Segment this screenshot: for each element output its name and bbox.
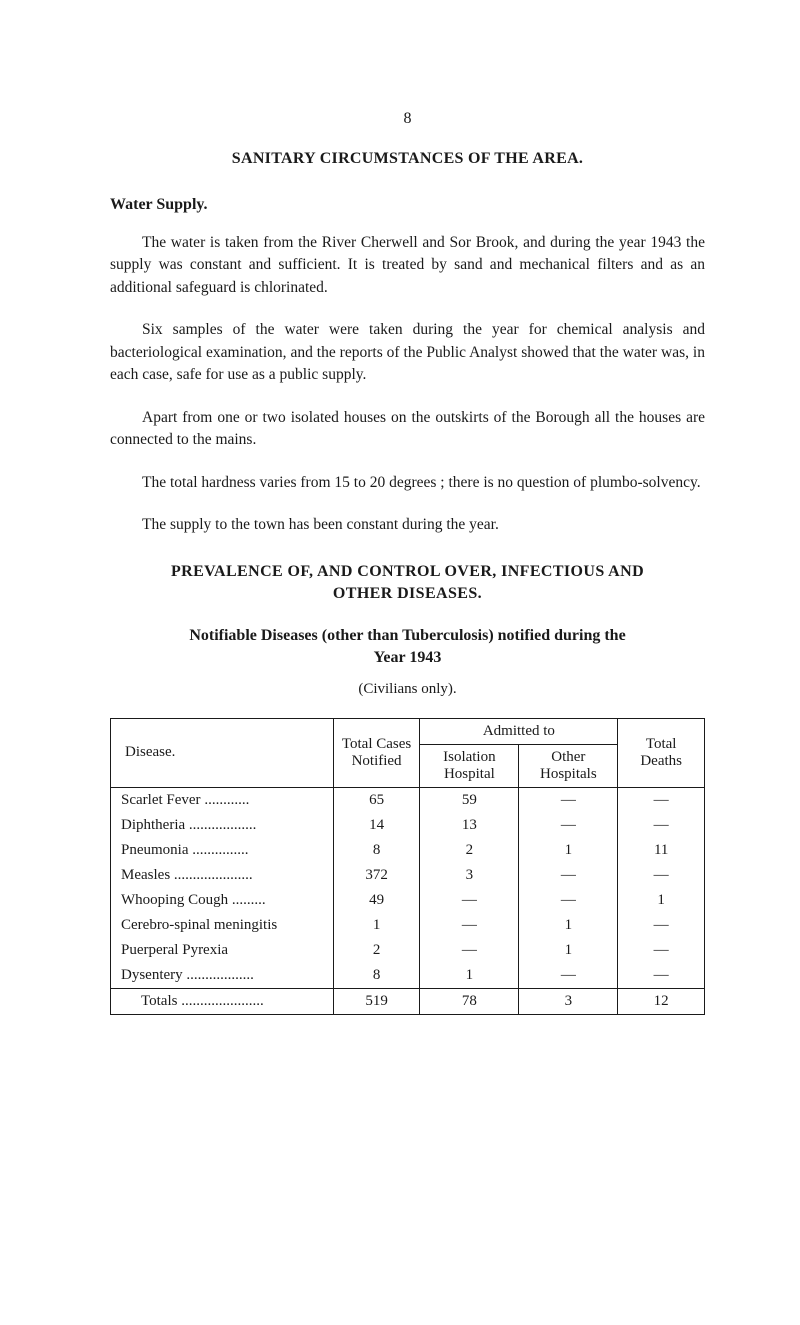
disease-table: Disease. Total Cases Notified Admitted t… xyxy=(110,718,705,1015)
cell-cases: 8 xyxy=(333,838,420,863)
th-disease: Disease. xyxy=(111,718,334,787)
cell-deaths: — xyxy=(618,963,705,989)
th-admitted: Admitted to xyxy=(420,718,618,744)
cell-deaths: 11 xyxy=(618,838,705,863)
subtitle-notifiable-1: Notifiable Diseases (other than Tubercul… xyxy=(110,627,705,645)
table-totals-row: Totals ...................... 519 78 3 1… xyxy=(111,988,705,1014)
disease-name: Dysentery xyxy=(121,967,183,983)
table-row: Scarlet Fever ............ 65 59 — — xyxy=(111,787,705,813)
title-prevalence-1: PREVALENCE OF, AND CONTROL OVER, INFECTI… xyxy=(110,563,705,581)
cell-totals-deaths: 12 xyxy=(618,988,705,1014)
cell-cases: 14 xyxy=(333,813,420,838)
cell-iso: 13 xyxy=(420,813,519,838)
cell-cases: 372 xyxy=(333,863,420,888)
cell-other: — xyxy=(519,813,618,838)
cell-iso: 2 xyxy=(420,838,519,863)
para-water-2: Six samples of the water were taken duri… xyxy=(110,319,705,386)
cell-other: 1 xyxy=(519,938,618,963)
disease-name: Pneumonia xyxy=(121,842,189,858)
cell-iso: — xyxy=(420,938,519,963)
cell-other: — xyxy=(519,888,618,913)
cell-other: 1 xyxy=(519,913,618,938)
heading-water-supply: Water Supply. xyxy=(110,196,705,214)
cell-iso: 3 xyxy=(420,863,519,888)
title-sanitary: SANITARY CIRCUMSTANCES OF THE AREA. xyxy=(110,150,705,168)
cell-cases: 8 xyxy=(333,963,420,989)
subtitle-notifiable-2: Year 1943 xyxy=(110,649,705,667)
cell-disease: Puerperal Pyrexia xyxy=(111,938,334,963)
table-row: Measles ..................... 372 3 — — xyxy=(111,863,705,888)
th-deaths: Total Deaths xyxy=(618,718,705,787)
cell-cases: 49 xyxy=(333,888,420,913)
cell-totals-iso: 78 xyxy=(420,988,519,1014)
table-row: Cerebro-spinal meningitis 1 — 1 — xyxy=(111,913,705,938)
cell-disease: Scarlet Fever ............ xyxy=(111,787,334,813)
cell-totals-label: Totals ...................... xyxy=(111,988,334,1014)
cell-other: — xyxy=(519,863,618,888)
totals-label: Totals xyxy=(141,993,177,1009)
cell-totals-cases: 519 xyxy=(333,988,420,1014)
table-row: Dysentery .................. 8 1 — — xyxy=(111,963,705,989)
cell-iso: — xyxy=(420,913,519,938)
cell-disease: Pneumonia ............... xyxy=(111,838,334,863)
cell-totals-other: 3 xyxy=(519,988,618,1014)
cell-deaths: — xyxy=(618,863,705,888)
table-header-row-1: Disease. Total Cases Notified Admitted t… xyxy=(111,718,705,744)
table-row: Pneumonia ............... 8 2 1 11 xyxy=(111,838,705,863)
cell-deaths: 1 xyxy=(618,888,705,913)
th-total-cases: Total Cases Notified xyxy=(333,718,420,787)
disease-name: Measles xyxy=(121,867,170,883)
cell-iso: 59 xyxy=(420,787,519,813)
cell-disease: Cerebro-spinal meningitis xyxy=(111,913,334,938)
disease-name: Cerebro-spinal meningitis xyxy=(121,917,277,933)
para-water-3: Apart from one or two isolated houses on… xyxy=(110,407,705,452)
cell-cases: 2 xyxy=(333,938,420,963)
th-other: Other Hospitals xyxy=(519,744,618,787)
cell-disease: Whooping Cough ......... xyxy=(111,888,334,913)
title-prevalence-2: OTHER DISEASES. xyxy=(110,585,705,603)
table-row: Puerperal Pyrexia 2 — 1 — xyxy=(111,938,705,963)
table-row: Whooping Cough ......... 49 — — 1 xyxy=(111,888,705,913)
disease-name: Scarlet Fever xyxy=(121,792,201,808)
para-water-5: The supply to the town has been constant… xyxy=(110,514,705,536)
page-number: 8 xyxy=(110,110,705,128)
cell-disease: Diphtheria .................. xyxy=(111,813,334,838)
table-row: Diphtheria .................. 14 13 — — xyxy=(111,813,705,838)
cell-other: — xyxy=(519,963,618,989)
para-water-1: The water is taken from the River Cherwe… xyxy=(110,232,705,299)
cell-cases: 65 xyxy=(333,787,420,813)
cell-cases: 1 xyxy=(333,913,420,938)
disease-name: Diphtheria xyxy=(121,817,185,833)
cell-iso: — xyxy=(420,888,519,913)
cell-deaths: — xyxy=(618,913,705,938)
cell-other: 1 xyxy=(519,838,618,863)
cell-deaths: — xyxy=(618,787,705,813)
th-isolation: Isolation Hospital xyxy=(420,744,519,787)
cell-deaths: — xyxy=(618,813,705,838)
cell-disease: Measles ..................... xyxy=(111,863,334,888)
disease-name: Whooping Cough xyxy=(121,892,228,908)
cell-other: — xyxy=(519,787,618,813)
disease-name: Puerperal Pyrexia xyxy=(121,942,228,958)
cell-iso: 1 xyxy=(420,963,519,989)
cell-disease: Dysentery .................. xyxy=(111,963,334,989)
cell-deaths: — xyxy=(618,938,705,963)
caption-civilians: (Civilians only). xyxy=(110,681,705,698)
para-water-4: The total hardness varies from 15 to 20 … xyxy=(110,472,705,494)
